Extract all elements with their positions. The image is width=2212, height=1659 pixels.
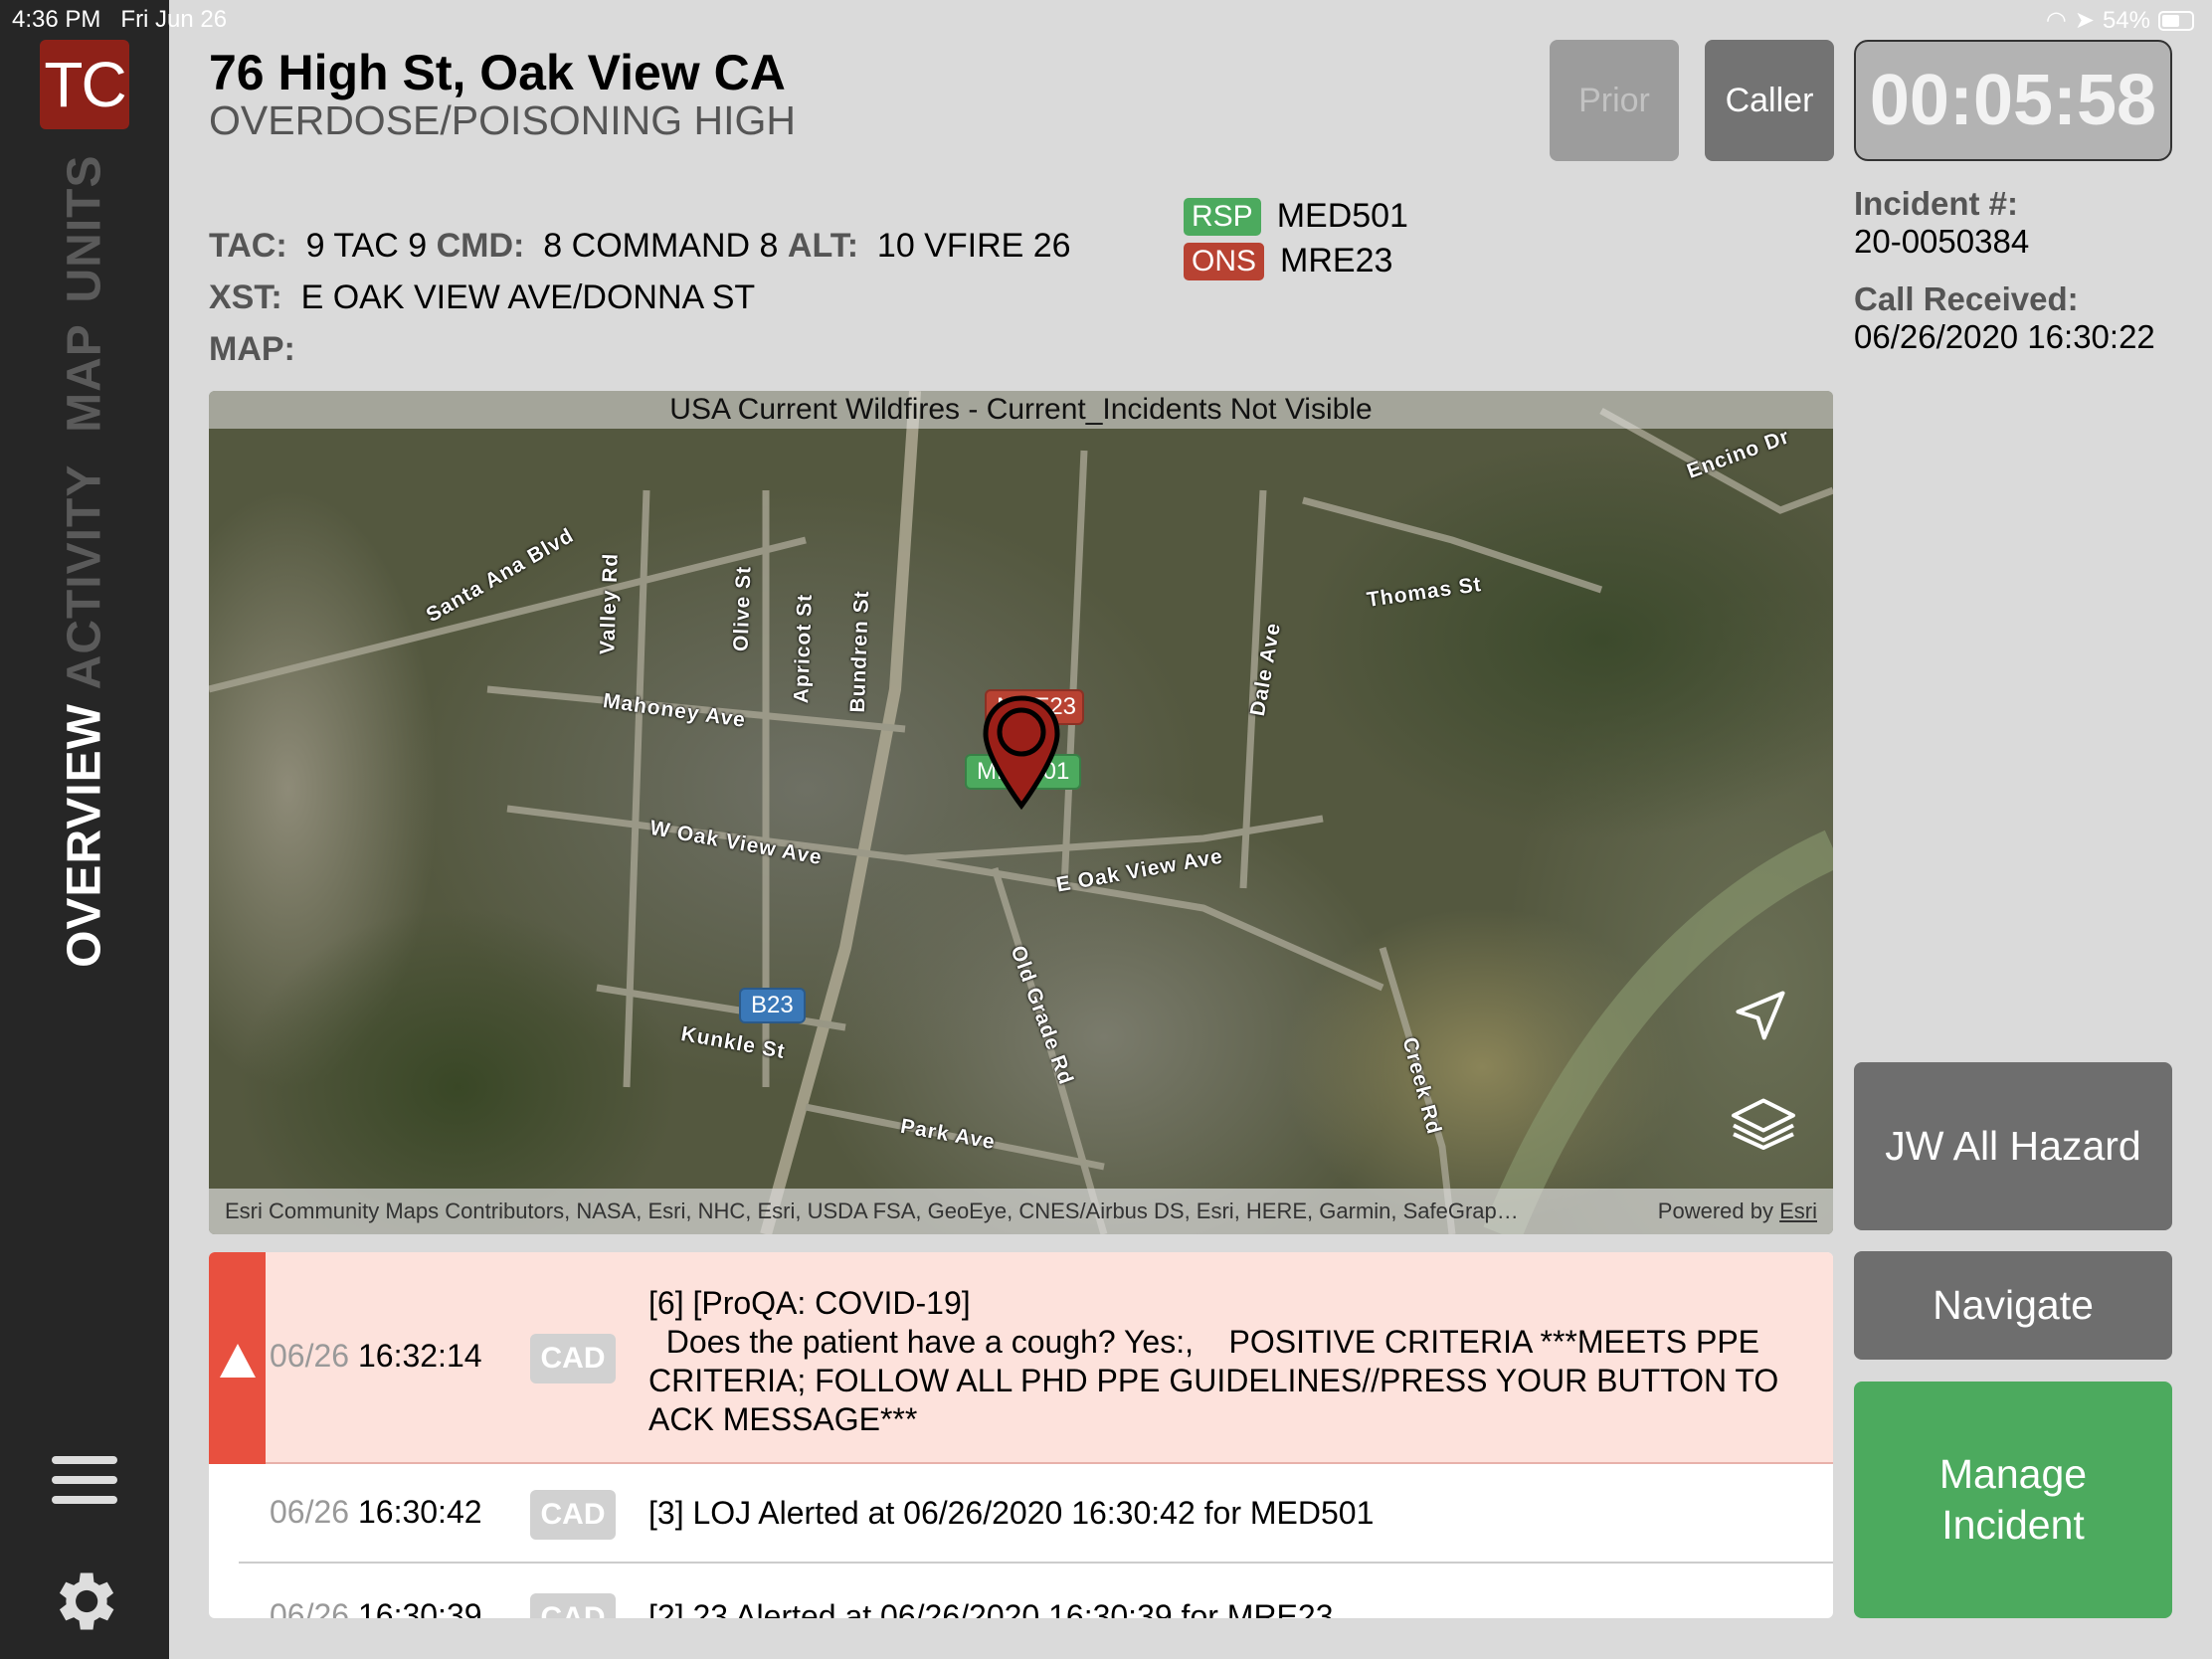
divider [239,1562,1833,1564]
street-label: Valley Rd [596,552,623,655]
feed-message: [3] LOJ Alerted at 06/26/2020 16:30:42 f… [648,1495,1375,1531]
prior-button[interactable]: Prior [1550,40,1679,161]
feed-date: 06/26 [270,1494,350,1530]
manage-incident-button[interactable]: Manage Incident [1854,1382,2172,1618]
source-badge: CAD [530,1334,616,1383]
street-label: Apricot St [790,593,817,704]
status-badge-ons: ONS [1184,242,1265,280]
nav-tab-map[interactable]: MAP [58,323,111,433]
feed-timestamp: 06/26 16:30:39 [270,1597,482,1618]
incident-pin-icon[interactable] [982,694,1061,812]
nav-tab-units[interactable]: UNITS [58,154,111,303]
sidebar: TC UNITS MAP ACTIVITY OVERVIEW [0,0,169,1659]
app-logo: TC [40,40,129,129]
incident-number-label: Incident #: [1854,185,2019,222]
hamburger-menu-icon[interactable] [52,1456,117,1506]
layers-icon[interactable] [1729,1095,1798,1151]
source-badge: CAD [530,1593,616,1618]
cmd-label: CMD: [436,227,525,265]
manage-incident-label: Manage Incident [1938,1450,2088,1548]
map-ref: MAP: [209,330,295,369]
call-type: OVERDOSE/POISONING HIGH [209,97,797,143]
location-icon: ➤ [2074,7,2095,34]
feed-message: [6] [ProQA: COVID-19] Does the patient h… [648,1285,1779,1437]
nav-tab-overview[interactable]: OVERVIEW [58,703,111,968]
alt-value: 10 VFIRE 26 [876,227,1071,265]
jw-all-hazard-button[interactable]: JW All Hazard [1854,1062,2172,1230]
feed-message: [2] 23 Alerted at 06/26/2020 16:30:39 fo… [648,1598,1334,1618]
feed-row-alert[interactable]: 06/26 16:32:14 CAD [6] [ProQA: COVID-19]… [209,1252,1833,1464]
clock: 4:36 PM [12,6,101,33]
map-roads [209,391,1833,1234]
status-bar-right: ◠ ➤ 54% [2046,6,2194,35]
xst-value: E OAK VIEW AVE/DONNA ST [300,278,756,316]
cmd-value: 8 COMMAND 8 [543,227,779,265]
alt-label: ALT: [787,227,859,265]
feed-row[interactable]: 06/26 16:30:42 CAD [3] LOJ Alerted at 06… [209,1464,1833,1562]
street-label: Olive St [729,565,756,652]
warning-triangle-icon [220,1344,256,1378]
feed-row[interactable]: 06/26 16:30:39 CAD [2] 23 Alerted at 06/… [209,1564,1833,1618]
street-label: Bundren St [845,590,874,713]
xst-label: XST: [209,278,282,316]
esri-link[interactable]: Esri [1779,1198,1817,1223]
nav-tab-activity[interactable]: ACTIVITY [58,463,111,690]
powered-by-text: Powered by [1657,1198,1773,1223]
source-badge: CAD [530,1490,616,1540]
feed-date: 06/26 [270,1597,350,1618]
caller-button[interactable]: Caller [1705,40,1834,161]
unit-row[interactable]: RSP MED501 [1184,197,1408,236]
status-badge-rsp: RSP [1184,197,1261,236]
unit-marker-b23[interactable]: B23 [739,988,806,1023]
feed-date: 06/26 [270,1338,350,1374]
unit-row[interactable]: ONS MRE23 [1184,242,1392,280]
activity-feed[interactable]: 06/26 16:32:14 CAD [6] [ProQA: COVID-19]… [209,1252,1833,1618]
unit-name: MRE23 [1280,242,1393,279]
locate-me-icon[interactable] [1731,986,1790,1045]
feed-timestamp: 06/26 16:32:14 [270,1338,482,1375]
battery-icon [2158,10,2194,31]
wifi-icon: ◠ [2045,7,2067,34]
call-received-label: Call Received: [1854,280,2079,317]
tac-label: TAC: [209,227,287,265]
unit-name: MED501 [1276,197,1408,235]
feed-timestamp: 06/26 16:30:42 [270,1494,482,1531]
incident-address: 76 High St, Oak View CA [209,45,786,100]
cross-streets: XST: E OAK VIEW AVE/DONNA ST [209,278,755,317]
feed-time: 16:30:42 [357,1494,482,1530]
tac-value: 9 TAC 9 [305,227,428,265]
incident-map[interactable]: Santa Ana Blvd Valley Rd Olive St Aprico… [209,391,1833,1234]
attribution-text: Esri Community Maps Contributors, NASA, … [225,1198,1519,1223]
map-attribution: Esri Community Maps Contributors, NASA, … [209,1189,1833,1234]
feed-time: 16:32:14 [357,1338,482,1374]
call-received: 06/26/2020 16:30:22 [1854,318,2155,355]
feed-time: 16:30:39 [357,1597,482,1618]
status-bar-time: 4:36 PM Fri Jun 26 [12,6,227,34]
map-layer-notice: USA Current Wildfires - Current_Incident… [209,391,1833,429]
alert-band [209,1252,266,1464]
radio-channels: TAC: 9 TAC 9 CMD: 8 COMMAND 8 ALT: 10 VF… [209,227,1071,266]
map-label: MAP: [209,330,295,368]
battery-percent: 54% [2102,6,2150,34]
incident-number: 20-0050384 [1854,223,2030,260]
elapsed-timer: 00:05:58 [1854,40,2172,161]
date: Fri Jun 26 [120,6,228,33]
gear-icon[interactable] [46,1564,121,1639]
powered-by: Powered by Esri [1658,1198,1817,1224]
navigate-button[interactable]: Navigate [1854,1251,2172,1360]
